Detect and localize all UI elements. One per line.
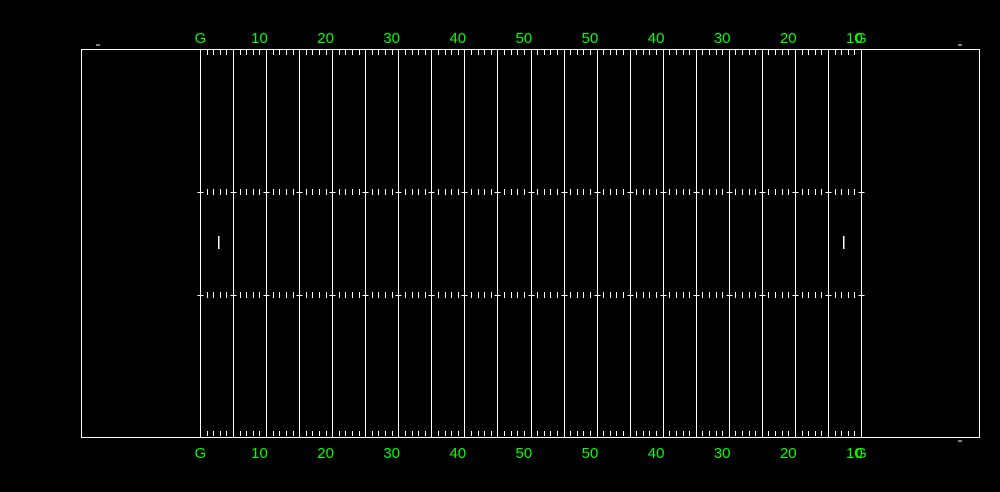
top-yard-label: 50 bbox=[582, 30, 599, 47]
bottom-yard-label: 10 bbox=[251, 445, 268, 462]
top-yard-label: G bbox=[195, 30, 207, 47]
bottom-yard-label: 30 bbox=[714, 445, 731, 462]
top-yard-label: 40 bbox=[648, 30, 665, 47]
top-yard-label: 30 bbox=[383, 30, 400, 47]
top-yard-label: G bbox=[855, 30, 867, 47]
top-yard-label: 30 bbox=[714, 30, 731, 47]
field-lines-group bbox=[81, 44, 980, 442]
bottom-yard-label: 50 bbox=[582, 445, 599, 462]
top-yard-label: 20 bbox=[317, 30, 334, 47]
bottom-yard-label: 50 bbox=[516, 445, 533, 462]
field-boundary bbox=[81, 49, 980, 438]
bottom-yard-labels: G 10 20 30 40 50 50 40 30 20 10G bbox=[195, 445, 867, 462]
bottom-yard-label: 20 bbox=[780, 445, 797, 462]
top-yard-label: 50 bbox=[516, 30, 533, 47]
bottom-yard-label: 40 bbox=[648, 445, 665, 462]
top-yard-label: 40 bbox=[449, 30, 466, 47]
bottom-yard-label: 40 bbox=[449, 445, 466, 462]
top-yard-label: 20 bbox=[780, 30, 797, 47]
bottom-yard-label: G bbox=[855, 445, 867, 462]
top-yard-labels: G 10 20 30 40 50 50 40 30 20 10G bbox=[195, 30, 867, 47]
bottom-yard-label: G bbox=[195, 445, 207, 462]
bottom-yard-label: 10 bbox=[846, 445, 863, 462]
top-yard-label: 10 bbox=[846, 30, 863, 47]
bottom-yard-label: 20 bbox=[317, 445, 334, 462]
top-yard-label: 10 bbox=[251, 30, 268, 47]
bottom-yard-label: 30 bbox=[383, 445, 400, 462]
